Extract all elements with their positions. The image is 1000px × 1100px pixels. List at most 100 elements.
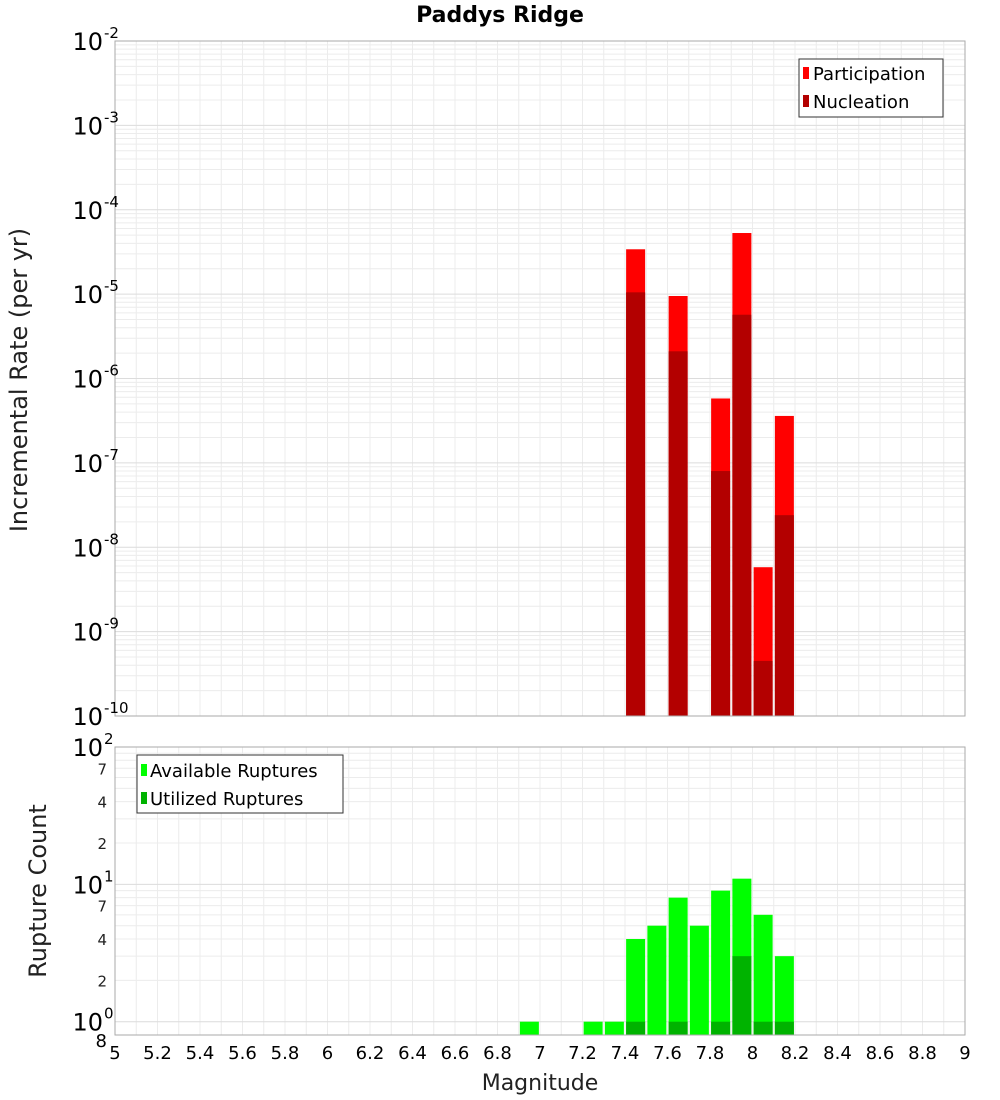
top-y-tick-exponent: -9 bbox=[104, 615, 119, 633]
top-y-tick: 10 -3 bbox=[72, 108, 119, 140]
top-y-tick: 10 -9 bbox=[72, 615, 119, 647]
x-tick-label: 5.8 bbox=[271, 1043, 300, 1064]
top-y-tick: 10 -6 bbox=[72, 362, 119, 394]
bottom-y-tick-base: 10 bbox=[72, 734, 103, 762]
bar-nucleation bbox=[774, 515, 794, 716]
bottom-y-tick-exponent: 0 bbox=[104, 1005, 114, 1023]
bottom-y-axis-label: Rupture Count bbox=[24, 804, 52, 978]
top-y-axis-label: Incremental Rate (per yr) bbox=[5, 228, 33, 532]
bottom-y-minor-tick: 7 bbox=[97, 898, 107, 916]
bottom-y-minor-tick: 4 bbox=[97, 931, 107, 949]
top-y-tick-exponent: -8 bbox=[104, 530, 119, 548]
top-y-tick-base: 10 bbox=[72, 366, 103, 394]
x-tick-label: 6 bbox=[322, 1043, 333, 1064]
bar-utilized-ruptures bbox=[732, 956, 752, 1035]
x-tick-label: 8 bbox=[747, 1043, 758, 1064]
top-y-tick-base: 10 bbox=[72, 281, 103, 309]
top-y-tick-exponent: -7 bbox=[104, 446, 119, 464]
top-plot-frame bbox=[114, 40, 966, 717]
x-tick-label: 7.4 bbox=[611, 1043, 640, 1064]
bar-nucleation bbox=[732, 314, 752, 716]
top-y-tick-base: 10 bbox=[72, 112, 103, 140]
top-y-tick-exponent: -10 bbox=[104, 699, 129, 717]
top-y-tick-exponent: -2 bbox=[104, 24, 119, 42]
top-y-tick-base: 10 bbox=[72, 197, 103, 225]
x-tick-label: 5.6 bbox=[228, 1043, 257, 1064]
bottom-y-minor-tick: 8 bbox=[96, 1031, 107, 1052]
top-y-tick-exponent: -4 bbox=[104, 193, 119, 211]
x-tick-label: 8.4 bbox=[823, 1043, 852, 1064]
bottom-y-tick-base: 10 bbox=[72, 871, 103, 899]
legend-swatch-utilized bbox=[141, 792, 147, 804]
x-tick-label: 7.6 bbox=[653, 1043, 682, 1064]
bottom-legend: Available Ruptures Utilized Ruptures bbox=[136, 754, 344, 814]
top-y-tick: 10 -8 bbox=[72, 530, 119, 562]
top-plot-grid bbox=[114, 41, 966, 717]
top-y-tick: 10 -10 bbox=[72, 699, 128, 731]
x-tick-label: 8.2 bbox=[781, 1043, 810, 1064]
top-plot-bars bbox=[626, 233, 794, 716]
bar-nucleation bbox=[711, 471, 731, 716]
legend-swatch-nucleation bbox=[803, 95, 809, 107]
x-tick-label: 6.6 bbox=[441, 1043, 470, 1064]
x-tick-label: 7.8 bbox=[696, 1043, 725, 1064]
chart-title: Paddys Ridge bbox=[416, 3, 584, 28]
bottom-y-tick: 10 1 bbox=[72, 867, 113, 899]
x-tick-label: 8.6 bbox=[866, 1043, 895, 1064]
x-axis-ticks: 5 5.2 5.4 5.6 5.8 6 6.2 6.4 6.6 6.8 7 7.2 7.4 7.6 7.8 8… bbox=[109, 1043, 970, 1064]
bar-nucleation bbox=[753, 660, 773, 716]
top-y-tick-base: 10 bbox=[72, 703, 103, 731]
x-axis-label: Magnitude bbox=[482, 1071, 599, 1096]
bottom-plot-bars bbox=[519, 878, 794, 1035]
bar-nucleation bbox=[668, 351, 688, 716]
legend-swatch-participation bbox=[803, 67, 809, 79]
bar-available-ruptures bbox=[668, 897, 688, 1035]
bar-utilized-ruptures bbox=[774, 1021, 794, 1035]
bar-available-ruptures bbox=[647, 925, 667, 1035]
bar-utilized-ruptures bbox=[753, 1021, 773, 1035]
bottom-y-minor-tick: 2 bbox=[97, 835, 107, 853]
bar-available-ruptures bbox=[519, 1021, 539, 1035]
x-tick-label: 8.8 bbox=[908, 1043, 937, 1064]
bottom-y-tick-base: 10 bbox=[72, 1009, 103, 1037]
bar-available-ruptures bbox=[604, 1021, 624, 1035]
top-y-tick-base: 10 bbox=[72, 534, 103, 562]
top-legend: Participation Nucleation bbox=[798, 58, 944, 118]
bar-utilized-ruptures bbox=[668, 1021, 688, 1035]
bar-available-ruptures bbox=[583, 1021, 603, 1035]
bottom-y-minor-tick: 2 bbox=[97, 972, 107, 990]
bar-available-ruptures bbox=[774, 956, 794, 1035]
top-y-tick: 10 -4 bbox=[72, 193, 119, 225]
bottom-y-tick-exponent: 2 bbox=[104, 730, 114, 748]
legend-label-participation: Participation bbox=[813, 64, 925, 85]
top-y-tick-base: 10 bbox=[72, 450, 103, 478]
legend-swatch-available bbox=[141, 764, 147, 776]
top-y-tick-exponent: -5 bbox=[104, 277, 119, 295]
top-y-tick-base: 10 bbox=[72, 619, 103, 647]
bottom-legend-box bbox=[136, 754, 344, 814]
x-tick-label: 5.4 bbox=[186, 1043, 215, 1064]
bar-available-ruptures bbox=[753, 914, 773, 1035]
x-tick-label: 5 bbox=[109, 1043, 120, 1064]
top-legend-box bbox=[798, 58, 944, 118]
legend-label-utilized: Utilized Ruptures bbox=[150, 789, 303, 810]
x-tick-label: 9 bbox=[959, 1043, 970, 1064]
bar-utilized-ruptures bbox=[626, 1021, 646, 1035]
x-tick-label: 6.2 bbox=[356, 1043, 385, 1064]
top-y-tick: 10 -7 bbox=[72, 446, 119, 478]
bottom-y-minor-tick: 4 bbox=[97, 794, 107, 812]
bottom-y-tick-exponent: 1 bbox=[104, 867, 114, 885]
x-tick-label: 6.8 bbox=[483, 1043, 512, 1064]
bar-nucleation bbox=[626, 292, 646, 716]
x-tick-label: 7.2 bbox=[568, 1043, 597, 1064]
x-tick-label: 5.2 bbox=[143, 1043, 172, 1064]
bottom-y-minor-tick: 7 bbox=[97, 760, 107, 778]
bottom-y-tick: 10 0 bbox=[72, 1005, 113, 1037]
top-y-tick: 10 -5 bbox=[72, 277, 119, 309]
top-y-tick-base: 10 bbox=[72, 28, 103, 56]
top-y-tick-exponent: -3 bbox=[104, 108, 119, 126]
legend-label-available: Available Ruptures bbox=[150, 761, 318, 782]
bar-available-ruptures bbox=[711, 890, 731, 1035]
